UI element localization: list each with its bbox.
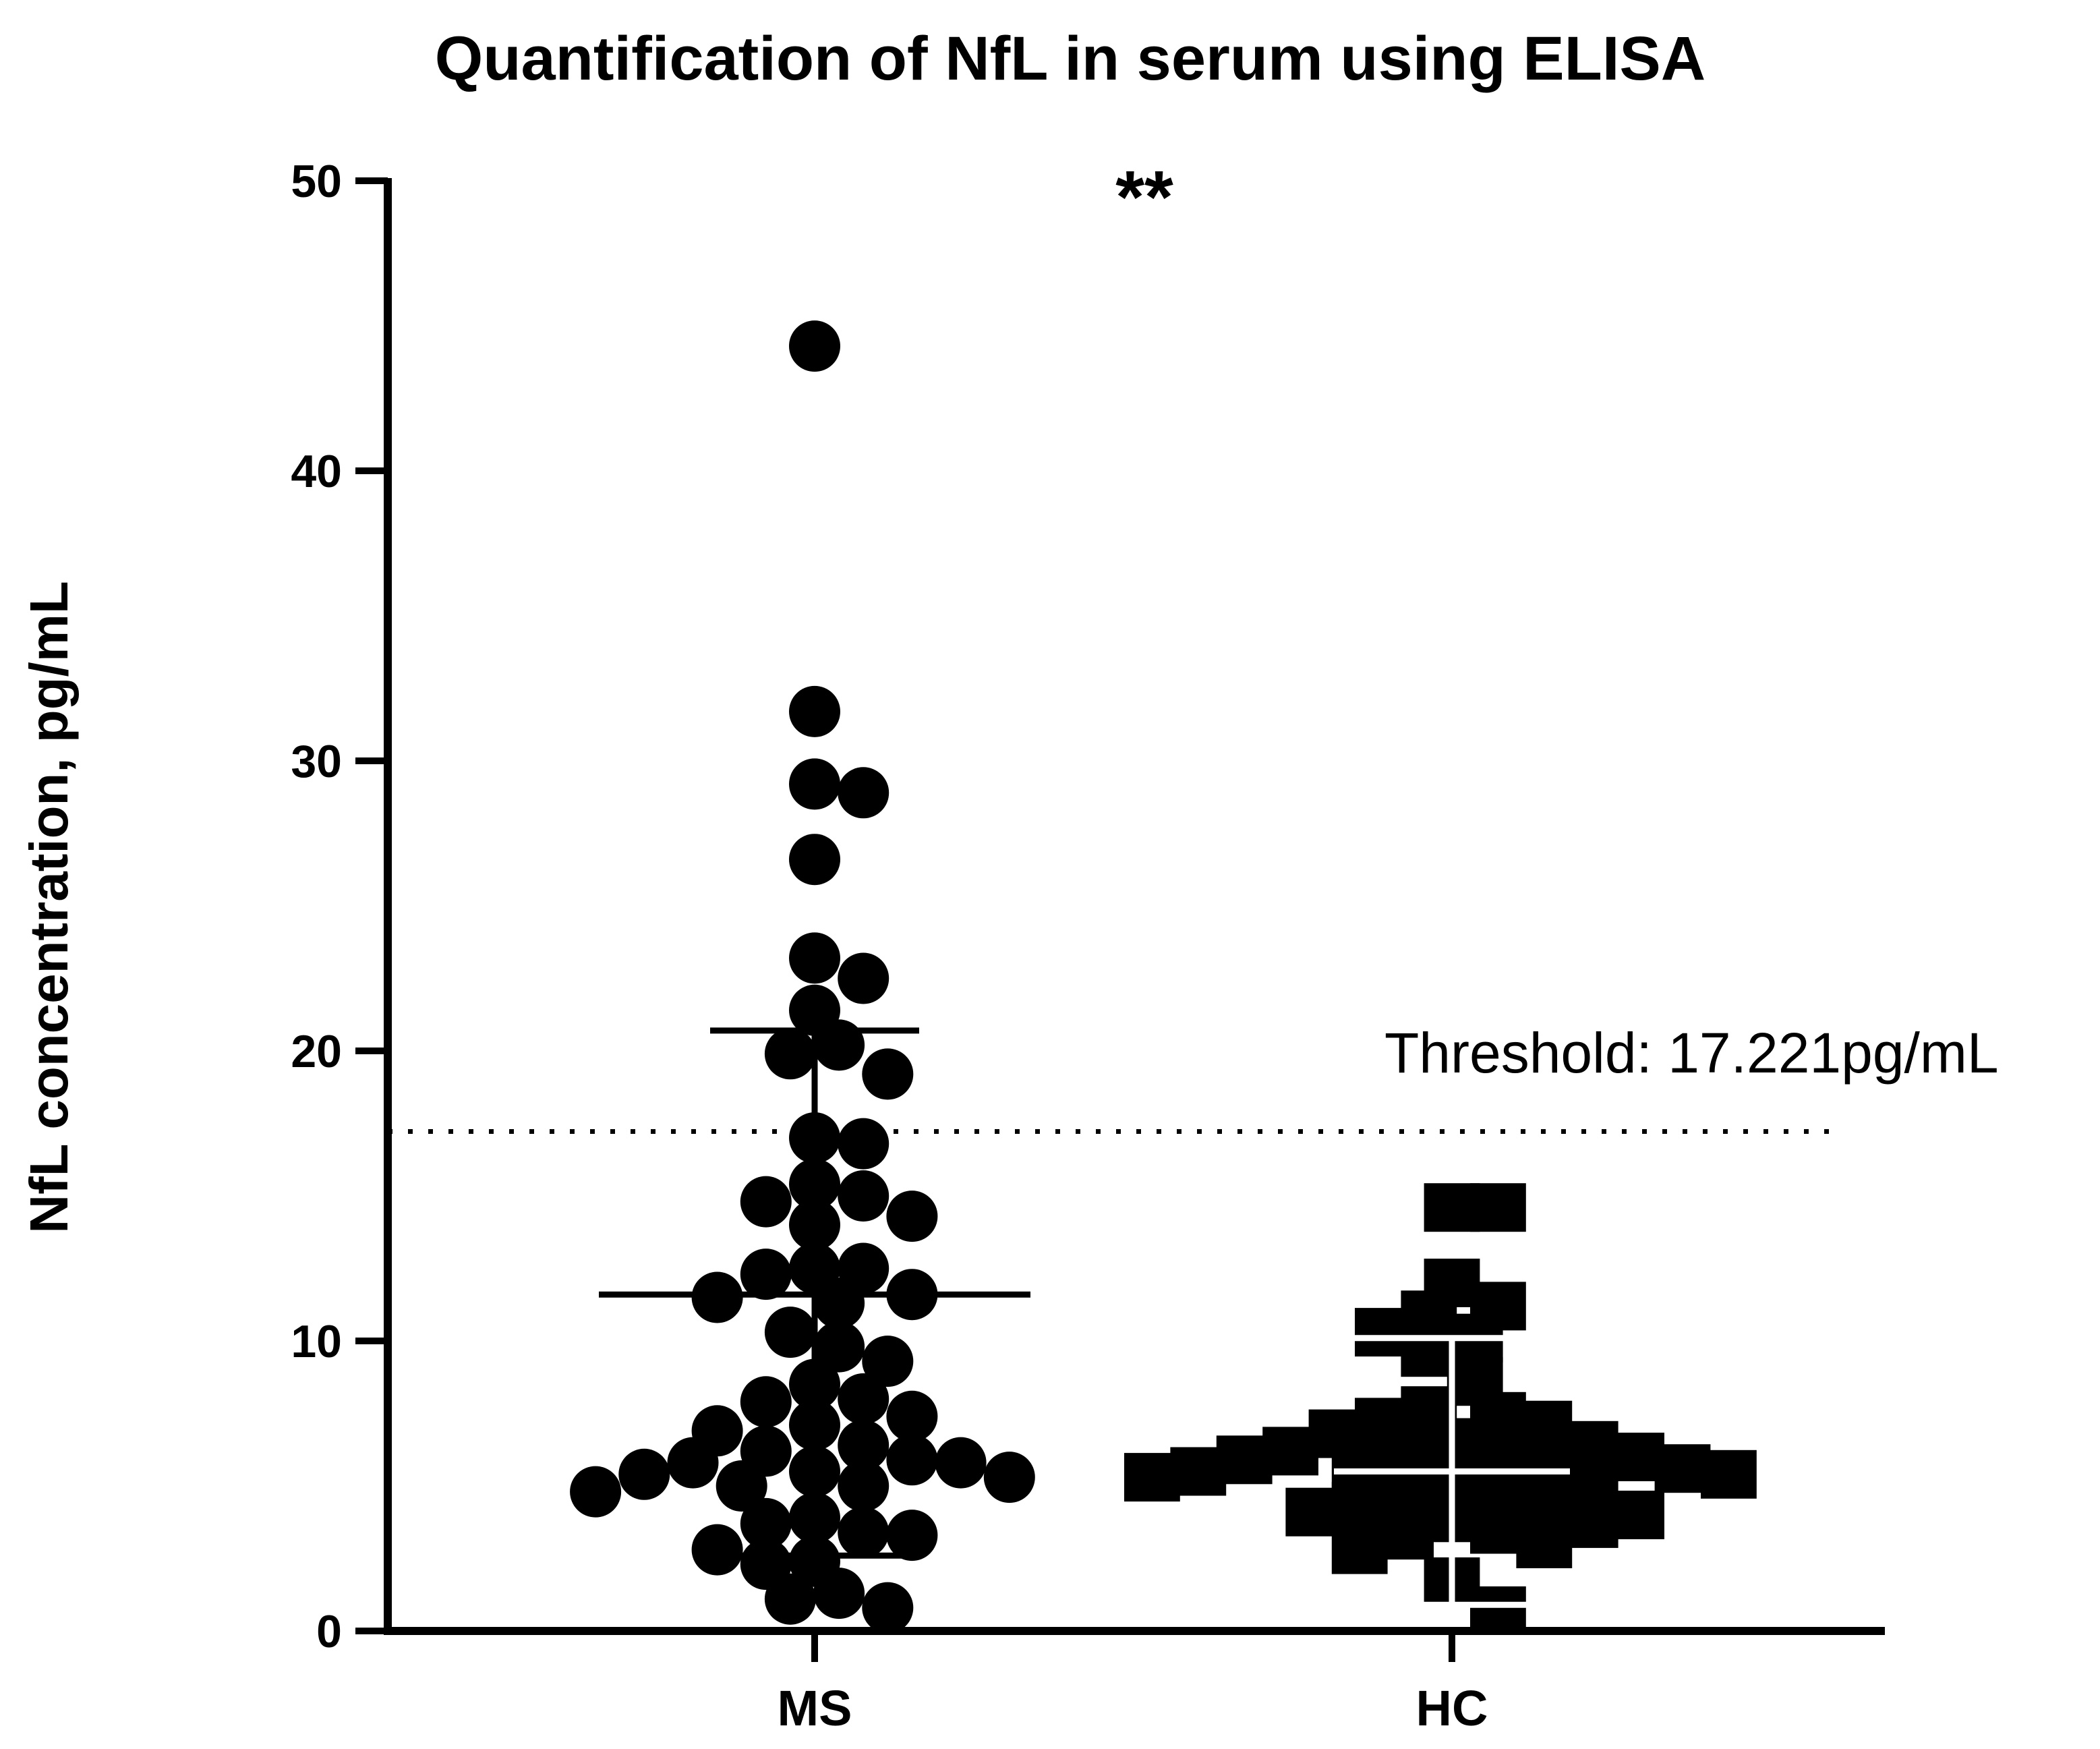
ms-data-point [740, 1176, 792, 1228]
y-tick-label: 10 [291, 1316, 342, 1367]
threshold-label: Threshold: 17.221pg/mL [1384, 1021, 1999, 1085]
x-tick-label: HC [1416, 1680, 1488, 1736]
hc-data-point [1124, 1453, 1180, 1502]
ms-data-point [838, 767, 889, 819]
ms-data-point [740, 1376, 792, 1428]
ms-data-point [886, 1510, 938, 1561]
x-tick-label: MS [778, 1680, 852, 1736]
hc-data-point [1516, 1520, 1573, 1568]
ms-data-point [862, 1336, 914, 1387]
y-tick-label: 50 [291, 156, 342, 207]
ms-data-point [691, 1524, 743, 1576]
x-axis-labels: MS HC [778, 1631, 1488, 1736]
error-bars [599, 1027, 1570, 1608]
ms-data-point [789, 932, 840, 984]
ms-data-point [764, 1573, 816, 1625]
hc-data-point [1470, 1586, 1526, 1635]
ms-data-point [789, 685, 840, 737]
ms-data-point [983, 1452, 1035, 1503]
hc-data-point [1470, 1183, 1526, 1232]
ms-data-point [838, 1118, 889, 1170]
hc-data-point [1331, 1525, 1388, 1574]
ms-data-point [789, 320, 840, 372]
hc-data-point [1701, 1450, 1757, 1499]
ms-data-point [813, 1568, 865, 1619]
ms-data-point [935, 1437, 987, 1489]
ms-data-point [813, 1321, 865, 1373]
ms-data-point [570, 1466, 622, 1518]
ms-data-point [618, 1448, 670, 1500]
ms-data-point [716, 1460, 767, 1512]
ms-data-point [667, 1437, 719, 1489]
ms-data-point [740, 1497, 792, 1549]
axes [384, 178, 1885, 1635]
ms-data-point [764, 1307, 816, 1358]
y-tick-label: 30 [291, 736, 342, 787]
ms-data-point [740, 1249, 792, 1300]
ms-data-point [838, 1419, 889, 1471]
ms-data-point [789, 834, 840, 886]
ms-data-point [838, 1170, 889, 1222]
ms-data-point [862, 1048, 914, 1100]
y-axis-ticks: 0 10 20 30 40 50 [291, 156, 388, 1657]
significance-marker: ** [1115, 156, 1173, 239]
ms-data-point [813, 1278, 865, 1329]
ms-data-point [886, 1390, 938, 1442]
ms-data-point [886, 1191, 938, 1242]
y-tick-label: 40 [291, 446, 342, 497]
chart-title: Quantification of NfL in serum using ELI… [435, 24, 1705, 93]
data-points [570, 320, 1757, 1635]
y-axis-label: NfL concentration, pg/mL [19, 581, 79, 1233]
y-tick-label: 20 [291, 1026, 342, 1077]
ms-data-point [838, 952, 889, 1004]
ms-data-point [886, 1434, 938, 1486]
y-tick-label: 0 [316, 1606, 342, 1657]
ms-data-point [838, 1506, 889, 1558]
ms-data-point [862, 1582, 914, 1634]
ms-data-point [838, 1373, 889, 1425]
ms-data-point [764, 1028, 816, 1080]
ms-data-point [838, 1460, 889, 1512]
ms-data-point [789, 758, 840, 810]
ms-data-point [813, 1019, 865, 1071]
